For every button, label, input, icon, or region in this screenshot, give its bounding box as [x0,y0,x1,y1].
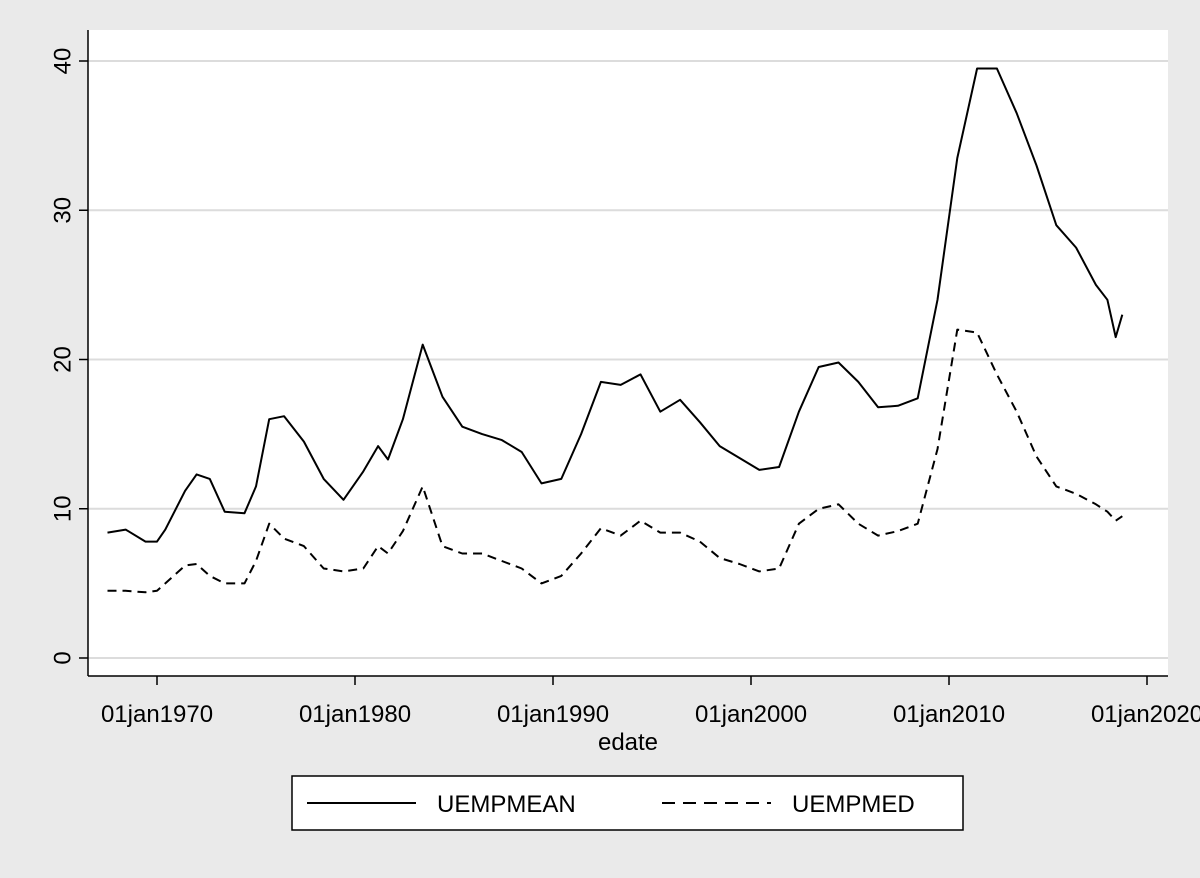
series-line-uempmean [107,67,1124,543]
y-tick-label: 0 [49,651,76,664]
x-tick-label: 01jan2010 [893,701,1005,728]
y-tick-label: 20 [49,346,76,373]
y-tick-label: 30 [49,197,76,224]
x-tick-label: 01jan1980 [299,701,411,728]
x-tick-label: 01jan1990 [497,701,609,728]
x-ticks: 01jan1970 01jan1980 01jan1990 01jan2000 01ja… [101,676,1200,728]
x-tick-label: 01jan2000 [695,701,807,728]
series-line-uempmed [107,328,1123,594]
x-axis-title: edate [598,729,658,756]
y-tick-label: 40 [49,48,76,75]
series-lines [107,67,1124,594]
x-tick-label: 01jan2020 [1091,701,1200,728]
x-tick-label: 01jan1970 [101,701,213,728]
y-ticks: 0 10 20 30 40 [49,48,88,665]
y-tick-label: 10 [49,495,76,522]
plot-region [88,30,1168,676]
legend: UEMPMEAN UEMPMED [291,775,964,831]
axes [87,30,1168,677]
legend-label-uempmean: UEMPMEAN [437,791,576,818]
gridlines [88,60,1168,659]
legend-label-uempmed: UEMPMED [792,791,915,818]
